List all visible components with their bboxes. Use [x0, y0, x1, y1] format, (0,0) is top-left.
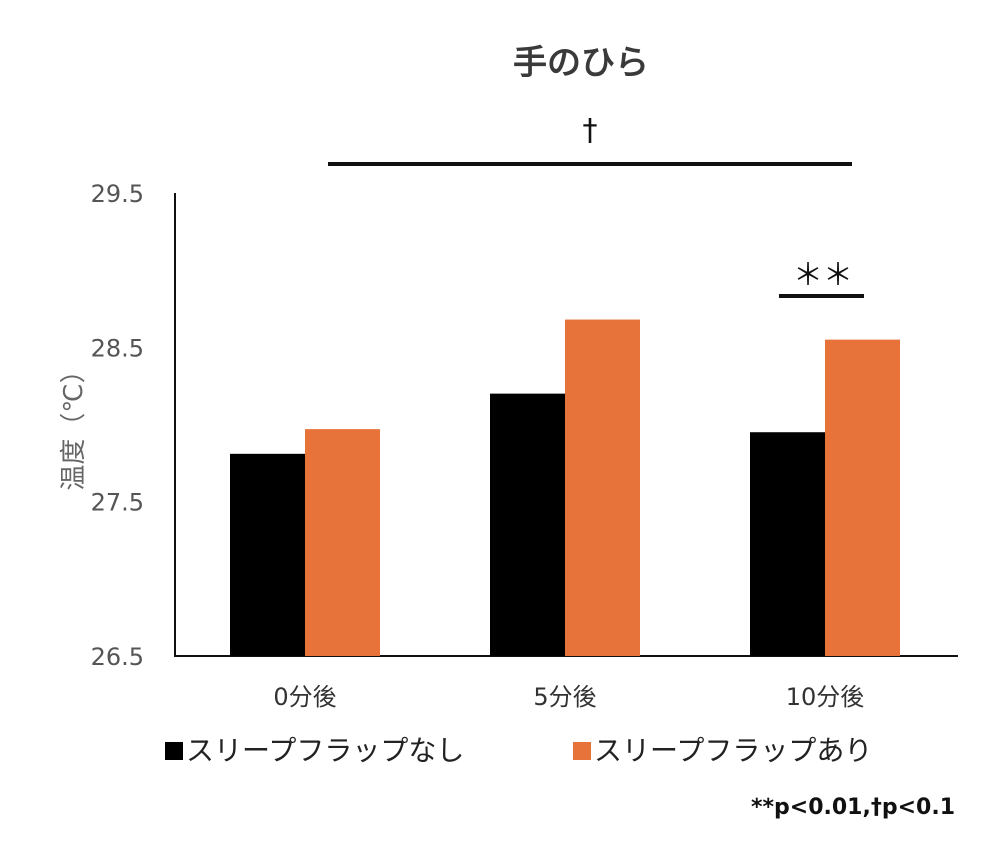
dagger-marker: †: [583, 113, 598, 148]
y-tick-label: 28.5: [91, 334, 144, 362]
bar-without-flap: [490, 393, 565, 656]
legend-label-with: スリープフラップあり: [594, 734, 872, 767]
bar-with-flap: [825, 339, 900, 656]
chart-title: 手のひら: [513, 43, 649, 83]
legend-swatch-with: [573, 742, 591, 760]
y-axis-label: 温度（℃）: [59, 357, 89, 490]
significance-footnote: **p<0.01,†p<0.1: [751, 795, 955, 820]
y-tick-label: 27.5: [91, 489, 144, 517]
bar-without-flap: [750, 432, 825, 656]
y-tick-label: 29.5: [91, 180, 144, 208]
double-star-marker: ＊＊: [793, 258, 853, 293]
bar-with-flap: [565, 319, 640, 656]
x-category-label: 0分後: [273, 683, 336, 711]
bar-with-flap: [305, 429, 380, 656]
x-category-label: 10分後: [786, 683, 865, 711]
x-category-label: 5分後: [533, 683, 596, 711]
y-tick-label: 26.5: [91, 643, 144, 671]
bar-without-flap: [230, 453, 305, 656]
legend-label-without: スリープフラップなし: [186, 734, 464, 767]
legend-swatch-without: [165, 742, 183, 760]
